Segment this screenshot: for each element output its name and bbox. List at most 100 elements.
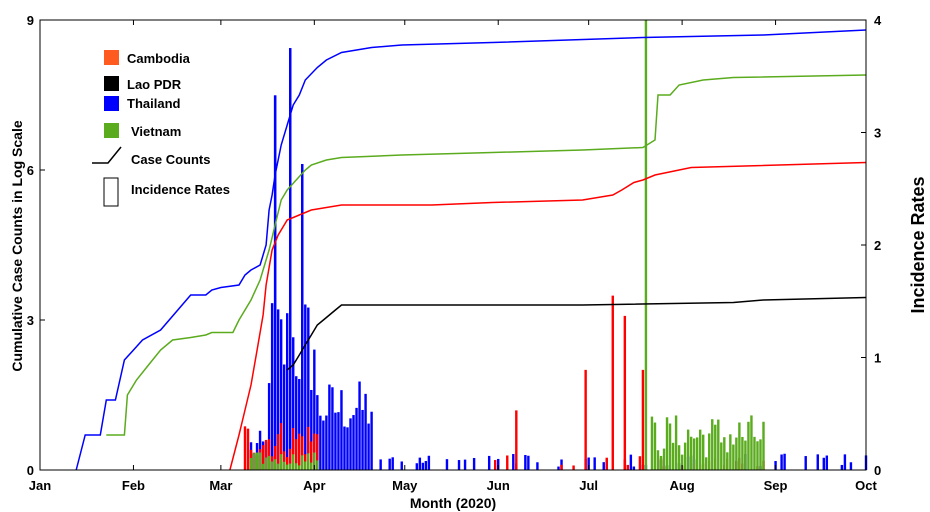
incidence-bar-vietnam xyxy=(690,437,692,470)
legend-label-cambodia: Cambodia xyxy=(127,51,191,66)
left-y-tick-label: 3 xyxy=(27,313,34,328)
x-tick-label: Jun xyxy=(487,478,510,493)
incidence-bar-cambodia xyxy=(515,464,517,470)
incidence-bar-vietnam xyxy=(310,463,312,470)
incidence-bar-vietnam xyxy=(750,415,752,470)
incidence-bar-cambodia xyxy=(515,410,517,470)
incidence-bars xyxy=(244,20,867,470)
incidence-bar-thailand xyxy=(370,412,372,470)
incidence-bar-thailand xyxy=(331,387,333,470)
incidence-bar-vietnam xyxy=(289,464,291,470)
incidence-bar-thailand xyxy=(425,461,427,470)
right-y-tick-label: 0 xyxy=(874,463,881,478)
incidence-bar-vietnam xyxy=(759,439,761,470)
incidence-bar-vietnam xyxy=(268,456,270,470)
incidence-bar-vietnam xyxy=(678,445,680,470)
legend-swatch-lao xyxy=(104,76,119,91)
incidence-bar-cambodia xyxy=(494,460,496,470)
incidence-bar-thailand xyxy=(301,164,303,470)
incidence-bar-cambodia xyxy=(572,465,574,470)
legend: Cambodia Lao PDR Thailand Vietnam Case C… xyxy=(92,50,230,206)
incidence-bar-thailand xyxy=(355,408,357,470)
x-tick-label: Aug xyxy=(669,478,694,493)
incidence-bar-vietnam xyxy=(711,419,713,470)
incidence-bar-thailand xyxy=(419,458,421,470)
incidence-bar-thailand xyxy=(817,454,819,470)
incidence-bar-thailand xyxy=(392,457,394,470)
incidence-bar-vietnam xyxy=(301,455,303,470)
incidence-bar-cambodia xyxy=(624,459,626,470)
incidence-bar-cambodia xyxy=(612,296,614,470)
incidence-bar-vietnam xyxy=(675,415,677,470)
incidence-bar-vietnam xyxy=(738,422,740,470)
left-y-axis-title: Cumulative Case Counts in Log Scale xyxy=(9,120,25,371)
incidence-bar-vietnam xyxy=(696,437,698,470)
incidence-bar-thailand xyxy=(446,459,448,470)
incidence-bar-cambodia xyxy=(244,426,246,470)
incidence-bar-thailand xyxy=(349,418,351,470)
x-axis-title: Month (2020) xyxy=(410,495,496,511)
incidence-bar-vietnam xyxy=(693,438,695,470)
x-tick-label: Sep xyxy=(764,478,788,493)
incidence-bar-thailand xyxy=(473,458,475,470)
incidence-bar-cambodia xyxy=(639,456,641,470)
incidence-bar-thailand xyxy=(826,456,828,470)
incidence-bar-thailand xyxy=(416,463,418,470)
right-y-axis-title: Incidence Rates xyxy=(908,176,928,313)
incidence-bar-vietnam xyxy=(747,422,749,470)
incidence-bar-vietnam xyxy=(699,430,701,470)
incidence-bar-thailand xyxy=(325,416,327,470)
case-count-lines xyxy=(76,30,866,470)
incidence-bar-cambodia xyxy=(606,458,608,470)
incidence-bar-thailand xyxy=(286,313,288,470)
incidence-bar-vietnam xyxy=(720,442,722,470)
incidence-bar-vietnam xyxy=(295,463,297,470)
incidence-bar-vietnam xyxy=(651,417,653,470)
incidence-bar-thailand xyxy=(783,454,785,470)
x-tick-label: Jan xyxy=(29,478,51,493)
incidence-bar-vietnam xyxy=(663,449,665,470)
incidence-bar-vietnam xyxy=(717,420,719,470)
case-line-laopdr xyxy=(287,298,866,371)
incidence-bar-vietnam xyxy=(265,457,267,470)
legend-label-incidence-rates: Incidence Rates xyxy=(131,182,230,197)
incidence-bar-vietnam xyxy=(256,452,258,470)
legend-box-sample xyxy=(104,178,118,206)
incidence-bar-vietnam xyxy=(280,454,282,470)
incidence-bar-cambodia xyxy=(247,429,249,470)
incidence-bar-thailand xyxy=(593,457,595,470)
incidence-bar-thailand xyxy=(361,410,363,470)
left-y-tick-label: 9 xyxy=(27,13,34,28)
incidence-bar-thailand xyxy=(428,456,430,470)
x-tick-label: Oct xyxy=(855,478,877,493)
incidence-bar-vietnam xyxy=(654,423,656,470)
incidence-bar-vietnam xyxy=(298,465,300,470)
incidence-bar-thailand xyxy=(850,462,852,470)
right-y-tick-label: 1 xyxy=(874,351,881,366)
legend-label-thailand: Thailand xyxy=(127,96,181,111)
x-tick-label: Feb xyxy=(122,478,145,493)
incidence-bar-vietnam xyxy=(726,452,728,470)
incidence-bar-thailand xyxy=(322,421,324,470)
incidence-bar-vietnam xyxy=(669,424,671,470)
incidence-bar-vietnam xyxy=(702,435,704,470)
incidence-bar-vietnam xyxy=(729,434,731,470)
incidence-bar-thailand xyxy=(364,394,366,470)
incidence-bar-thailand xyxy=(346,427,348,470)
incidence-bar-vietnam xyxy=(657,450,659,470)
incidence-bar-vietnam xyxy=(292,454,294,470)
legend-line-sample xyxy=(92,147,121,163)
incidence-bar-cambodia xyxy=(642,370,644,470)
incidence-bar-cambodia xyxy=(584,370,586,470)
left-y-tick-label: 0 xyxy=(27,463,34,478)
incidence-bar-thailand xyxy=(488,456,490,470)
incidence-bar-thailand xyxy=(388,459,390,470)
incidence-bar-vietnam xyxy=(259,453,261,470)
incidence-bar-vietnam xyxy=(253,453,255,470)
incidence-bar-vietnam xyxy=(744,441,746,470)
incidence-bar-thailand xyxy=(630,455,632,470)
incidence-bar-vietnam xyxy=(723,437,725,470)
incidence-bar-vietnam xyxy=(735,438,737,470)
x-tick-label: Jul xyxy=(579,478,598,493)
incidence-bar-thailand xyxy=(603,462,605,470)
